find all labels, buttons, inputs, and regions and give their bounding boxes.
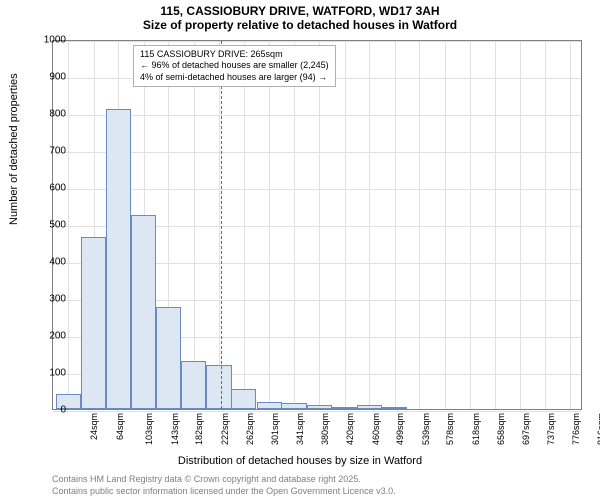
attribution-line2: Contains public sector information licen… — [52, 486, 396, 496]
histogram-bar — [206, 365, 231, 409]
gridline-v — [294, 41, 295, 409]
gridline-v — [369, 41, 370, 409]
x-tick-label: 143sqm — [170, 413, 180, 445]
y-tick-label: 0 — [60, 405, 66, 416]
histogram-bar — [81, 237, 106, 409]
x-tick-label: 420sqm — [345, 413, 355, 445]
y-tick-label: 800 — [49, 109, 66, 120]
gridline-v — [545, 41, 546, 409]
histogram-bar — [156, 307, 181, 409]
y-axis-label: Number of detached properties — [8, 73, 20, 225]
gridline-v — [570, 41, 571, 409]
x-tick-label: 499sqm — [395, 413, 405, 445]
y-tick-label: 1000 — [44, 35, 66, 46]
gridline-v — [470, 41, 471, 409]
gridline-h — [53, 152, 581, 153]
y-tick-label: 400 — [49, 257, 66, 268]
attribution-line1: Contains HM Land Registry data © Crown c… — [52, 474, 361, 484]
page-title-line1: 115, CASSIOBURY DRIVE, WATFORD, WD17 3AH — [0, 4, 600, 18]
gridline-v — [395, 41, 396, 409]
y-tick-label: 600 — [49, 183, 66, 194]
property-marker-line — [221, 41, 222, 409]
x-tick-label: 816sqm — [596, 413, 600, 445]
gridline-v — [345, 41, 346, 409]
y-tick-label: 900 — [49, 72, 66, 83]
y-tick-label: 500 — [49, 220, 66, 231]
gridline-v — [269, 41, 270, 409]
x-tick-label: 182sqm — [194, 413, 204, 445]
x-axis-label: Distribution of detached houses by size … — [0, 455, 600, 467]
gridline-v — [68, 41, 69, 409]
histogram-bar — [56, 394, 81, 409]
x-tick-label: 222sqm — [220, 413, 230, 445]
gridline-v — [219, 41, 220, 409]
gridline-h — [53, 189, 581, 190]
x-tick-label: 658sqm — [496, 413, 506, 445]
annotation-line: 4% of semi-detached houses are larger (9… — [140, 72, 329, 83]
y-tick-label: 100 — [49, 368, 66, 379]
histogram-bar — [131, 215, 156, 409]
x-tick-label: 539sqm — [421, 413, 431, 445]
annotation-box: 115 CASSIOBURY DRIVE: 265sqm← 96% of det… — [133, 45, 336, 87]
gridline-v — [194, 41, 195, 409]
x-tick-label: 103sqm — [144, 413, 154, 445]
plot-area: 115 CASSIOBURY DRIVE: 265sqm← 96% of det… — [52, 40, 582, 410]
histogram-bar — [357, 405, 382, 409]
histogram-bar — [181, 361, 206, 409]
gridline-v — [495, 41, 496, 409]
annotation-line: 115 CASSIOBURY DRIVE: 265sqm — [140, 49, 329, 60]
histogram-bar — [106, 109, 131, 409]
x-tick-label: 737sqm — [546, 413, 556, 445]
x-tick-label: 380sqm — [320, 413, 330, 445]
x-tick-label: 24sqm — [89, 413, 99, 440]
gridline-v — [445, 41, 446, 409]
gridline-h — [53, 41, 581, 42]
y-tick-label: 300 — [49, 294, 66, 305]
x-tick-label: 697sqm — [521, 413, 531, 445]
x-tick-label: 341sqm — [295, 413, 305, 445]
x-tick-label: 776sqm — [571, 413, 581, 445]
annotation-line: ← 96% of detached houses are smaller (2,… — [140, 60, 329, 71]
x-tick-label: 262sqm — [245, 413, 255, 445]
y-tick-label: 700 — [49, 146, 66, 157]
gridline-v — [319, 41, 320, 409]
x-tick-label: 618sqm — [471, 413, 481, 445]
page-title-line2: Size of property relative to detached ho… — [0, 18, 600, 32]
gridline-h — [53, 411, 581, 412]
histogram-bar — [281, 403, 306, 409]
x-tick-label: 578sqm — [445, 413, 455, 445]
gridline-h — [53, 115, 581, 116]
histogram-bar — [382, 407, 407, 409]
y-tick-label: 200 — [49, 331, 66, 342]
gridline-v — [520, 41, 521, 409]
x-tick-label: 460sqm — [371, 413, 381, 445]
histogram-bar — [307, 405, 332, 409]
histogram-bar — [332, 407, 357, 409]
x-tick-label: 64sqm — [115, 413, 125, 440]
histogram-chart: 115 CASSIOBURY DRIVE: 265sqm← 96% of det… — [52, 40, 582, 410]
histogram-bar — [231, 389, 256, 409]
gridline-v — [419, 41, 420, 409]
x-tick-label: 301sqm — [270, 413, 280, 445]
gridline-v — [244, 41, 245, 409]
histogram-bar — [257, 402, 282, 409]
